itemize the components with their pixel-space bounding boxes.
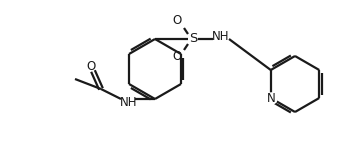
Text: O: O (86, 59, 96, 72)
Text: NH: NH (212, 31, 230, 43)
Text: O: O (172, 51, 182, 64)
Text: NH: NH (120, 95, 138, 108)
Text: O: O (172, 15, 182, 28)
Text: N: N (266, 91, 275, 105)
Text: S: S (189, 33, 197, 46)
